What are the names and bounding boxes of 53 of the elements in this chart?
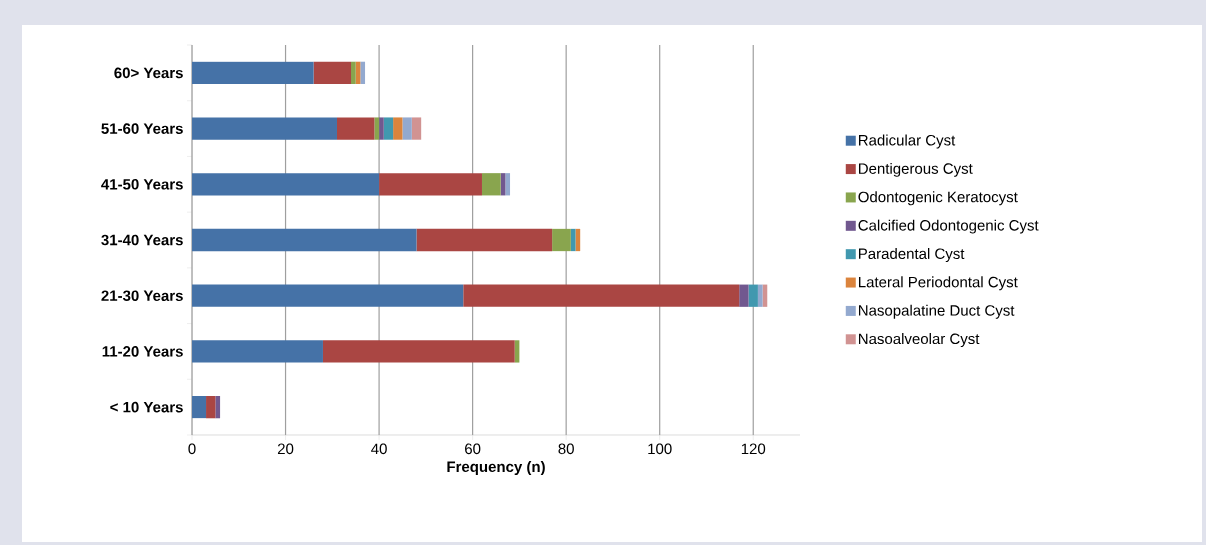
bar <box>192 284 464 307</box>
bar <box>739 284 749 307</box>
x-tick-label: 20 <box>277 443 294 455</box>
bar <box>336 117 375 140</box>
bar <box>416 228 553 252</box>
bar <box>192 340 323 363</box>
legend-label: Odontogenic Keratocyst <box>858 191 1018 206</box>
legend-label: Radicular Cyst <box>858 134 956 149</box>
bar <box>552 228 571 252</box>
legend-label: Calcified Odontogenic Cyst <box>858 219 1039 234</box>
y-tick-label: < 10 Years <box>110 401 183 413</box>
y-tick-label: 31-40 Years <box>101 234 183 246</box>
bar <box>570 228 576 252</box>
bar <box>192 61 314 84</box>
bar <box>351 61 356 84</box>
bar <box>379 117 384 140</box>
bar <box>505 173 511 196</box>
x-tick-label: 60 <box>465 443 481 455</box>
bar <box>748 284 758 307</box>
x-tick-label: 40 <box>371 443 387 455</box>
x-axis-title: Frequency (n) <box>447 461 545 475</box>
legend-label: Dentigerous Cyst <box>858 162 973 177</box>
bar <box>215 395 221 419</box>
x-tick-label: 120 <box>741 443 766 455</box>
bar <box>206 395 216 419</box>
legend-label: Paradental Cyst <box>858 248 965 262</box>
bar <box>379 173 482 196</box>
bar <box>192 117 337 140</box>
bar <box>360 61 366 84</box>
bar <box>757 284 763 307</box>
y-tick-label: 51-60 Years <box>101 123 183 134</box>
legend-label: Nasopalatine Duct Cyst <box>858 304 1015 319</box>
bar <box>411 117 422 140</box>
y-tick-label: 60> Years <box>114 67 183 79</box>
bar <box>192 173 380 196</box>
y-tick-label: 21-30 Years <box>101 290 183 302</box>
bar <box>192 395 207 419</box>
bar <box>402 117 412 140</box>
x-tick-label: 80 <box>558 443 574 455</box>
legend-label: Lateral Periodontal Cyst <box>858 276 1018 291</box>
bar <box>393 117 403 140</box>
y-tick-label: 11-20 Years <box>102 346 183 357</box>
bar <box>481 173 501 196</box>
bar <box>192 228 417 252</box>
bar <box>322 340 515 363</box>
x-tick-label: 100 <box>648 443 672 455</box>
legend-label: Nasoalveolar Cyst <box>858 333 980 348</box>
bar <box>374 117 380 140</box>
bar <box>463 284 740 307</box>
y-tick-label: 41-50 Years <box>101 178 183 190</box>
bar <box>313 61 352 84</box>
x-tick-label: 0 <box>188 443 196 455</box>
bar <box>383 117 394 140</box>
